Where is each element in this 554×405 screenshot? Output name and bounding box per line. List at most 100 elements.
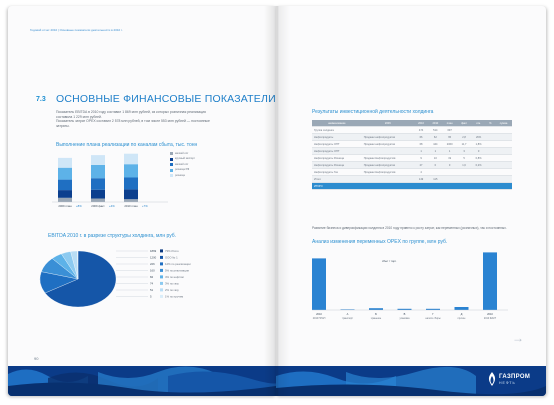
opex-bar-label: В xyxy=(404,312,406,316)
opex-bar-caption: транспорт xyxy=(342,317,354,320)
pie-value-label: 226 xyxy=(150,262,155,266)
table-cell: 1 xyxy=(428,147,443,155)
table-cell: Итого xyxy=(312,175,362,183)
legend-swatch xyxy=(170,152,173,155)
table-row: Группа холдинга 474 514 697 xyxy=(312,126,512,134)
section-number: 7.3 xyxy=(36,96,46,103)
table-cell: 65 xyxy=(442,133,457,141)
table-cell: 27 xyxy=(413,161,429,169)
investment-table: наименование 2009 2010 2010 план факт отн.% сум… xyxy=(312,120,512,190)
bar-delta-label: +4% xyxy=(109,204,115,208)
table-header-row: наименование 2009 2010 2010 план факт отн.% сум… xyxy=(312,120,512,127)
table-total-cell xyxy=(442,182,457,190)
table-cell: 1,6 xyxy=(456,161,472,169)
table-cell: Продажи нефтепродуктов xyxy=(361,133,414,141)
table-header-cell: план xyxy=(442,120,457,127)
next-arrow-icon[interactable]: → xyxy=(512,331,524,345)
opex-bar xyxy=(454,307,469,310)
bar-segment xyxy=(58,179,72,191)
intro-line-1: Показатель EBITDA в 2010 году составил 1… xyxy=(56,110,206,114)
pie-legend-swatch xyxy=(160,268,163,272)
table-row: Нефтепродукты ОПТ Продажи нефтепродуктов 6… xyxy=(312,140,512,148)
opex-bar-label: Б xyxy=(375,312,377,316)
table-total-cell xyxy=(456,182,472,190)
footer-wave-right xyxy=(276,366,546,396)
brand-logo: ГАЗПРОМ НЕФТЬ xyxy=(486,371,536,389)
brand-name: ГАЗПРОМ xyxy=(499,374,531,380)
table-row: Нефтепродукты Розница Продажи Нефтепродук… xyxy=(312,154,512,162)
table-cell xyxy=(485,147,496,155)
table-cell xyxy=(485,175,496,183)
table-cell xyxy=(485,154,496,162)
legend-label: мелкий опт xyxy=(175,151,189,155)
table-cell: 1 xyxy=(413,147,429,155)
table-cell: Продажи нефтепродуктов xyxy=(361,140,414,148)
pie-value-label: 1200 xyxy=(150,256,157,260)
table-cell: 0 xyxy=(428,161,443,169)
chart2-title: EBITDA 2010 г. в разрезе структуры холди… xyxy=(48,233,177,239)
table-cell: Нефтепродукты ОПТ xyxy=(312,140,362,148)
opex-bar-caption: 2010 ФАКТ xyxy=(484,317,497,320)
table-cell xyxy=(361,147,414,155)
table-cell: 514 xyxy=(428,126,443,134)
pie-legend-swatch xyxy=(160,249,163,253)
table-cell: 0,2% xyxy=(471,161,486,169)
chart1-legend: мелкий опт крупный экспорт мелкий опт розни… xyxy=(170,152,230,184)
table-cell xyxy=(495,154,512,162)
bar-segment xyxy=(91,164,105,179)
pie-legend-label: 1% по прочим xyxy=(165,295,183,299)
table-header-cell: наименование xyxy=(312,120,362,127)
table-total-cell xyxy=(413,182,429,190)
pie-legend-label: ООО № 1 xyxy=(165,256,178,260)
table-cell: Нефтепродукты Розница xyxy=(312,161,362,169)
table-cell xyxy=(495,147,512,155)
table-cell: 149 xyxy=(413,175,429,183)
opex-chart-title: Анализ изменения переменных OPEX по груп… xyxy=(312,239,448,245)
table-cell: 2060 xyxy=(442,140,457,148)
table-cell: 115 xyxy=(428,175,443,183)
bar-segment xyxy=(91,178,105,190)
legend-swatch xyxy=(170,157,173,161)
pie-legend-swatch xyxy=(160,294,163,298)
table-cell: 66 xyxy=(413,133,429,141)
bar-segment xyxy=(124,164,138,178)
table-cell: 697 xyxy=(442,126,457,134)
opex-bar-label: Г xyxy=(432,312,434,316)
running-title: Годовой отчет 2010 | Основные показатели… xyxy=(30,28,123,32)
bar-category-label: 2009 факт xyxy=(91,204,105,208)
pie-value-label: 5 xyxy=(150,295,152,299)
table-cell xyxy=(456,168,472,176)
bar-segment xyxy=(58,197,72,202)
section-title: ОСНОВНЫЕ ФИНАНСОВЫЕ ПОКАЗАТЕЛИ xyxy=(56,93,276,105)
bar-delta-label: +8% xyxy=(76,204,82,208)
pie-legend-label: 73% Итого xyxy=(165,249,179,253)
table-cell: 1,8% xyxy=(471,140,486,148)
table-cell xyxy=(456,175,472,183)
opex-bar-label: 2010 xyxy=(487,312,493,316)
table-cell: Нефтепродукты Газ xyxy=(312,168,362,176)
table-cell xyxy=(361,175,414,183)
table-header-cell: 2010 xyxy=(413,120,429,127)
pie-legend-swatch xyxy=(160,262,163,266)
left-page: Годовой отчет 2010 | Основные показатели… xyxy=(8,6,276,396)
table-header-cell: 2010 xyxy=(428,120,443,127)
opex-bar xyxy=(426,308,440,310)
table-cell: 62 xyxy=(428,133,443,141)
footer-wave-left xyxy=(8,366,276,396)
table-cell: 10 xyxy=(428,154,443,162)
intro-line-4: затраты. xyxy=(56,123,70,128)
bar-segment xyxy=(124,177,138,190)
right-page: Результаты инвестиционной деятельности х… xyxy=(276,6,546,396)
table-cell: 4 xyxy=(413,168,429,176)
table-cell xyxy=(495,161,512,169)
table-cell xyxy=(485,126,496,134)
table-cell xyxy=(456,126,472,134)
table-cell: 0,8% xyxy=(471,154,486,162)
opex-bar-label: А xyxy=(347,312,349,316)
table-header-cell: отн. xyxy=(471,120,486,127)
opex-bar-label: Д xyxy=(461,312,463,316)
table-row: Нефтепродукты Газ Продажи Нефтепродуктов 4 xyxy=(312,168,512,176)
table-cell: 0 xyxy=(471,147,486,155)
table-total-row: ИТОГО xyxy=(312,182,512,190)
